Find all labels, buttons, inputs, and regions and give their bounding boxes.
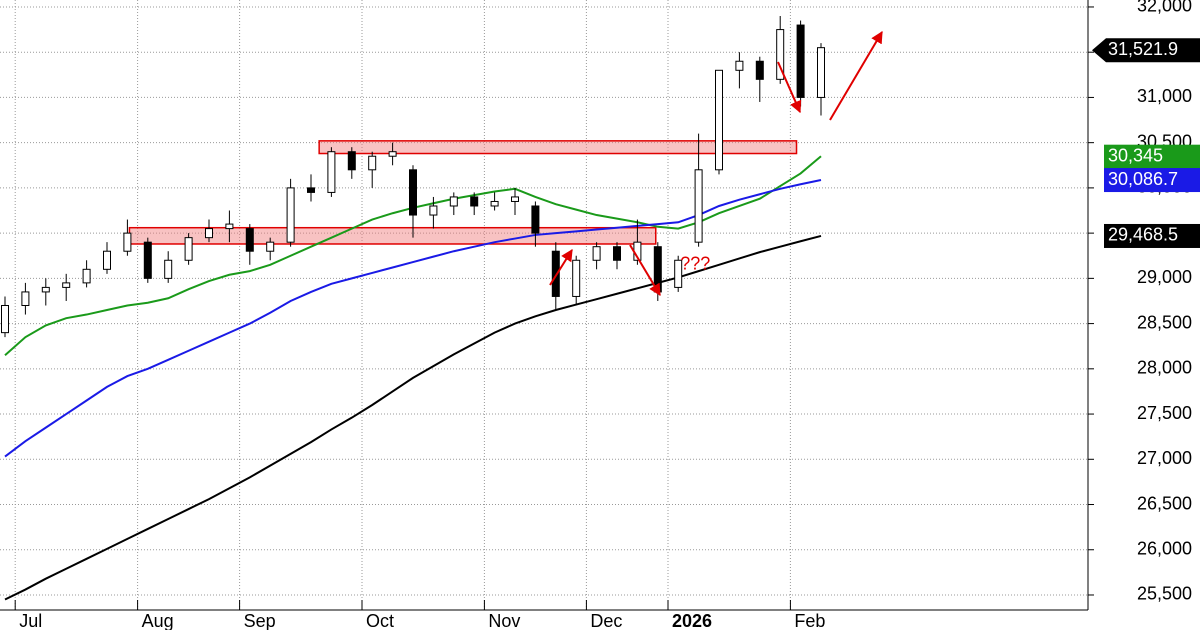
price-tag	[1104, 144, 1200, 169]
zone	[318, 140, 798, 155]
y-tick-label: 25,500	[1137, 584, 1192, 604]
price-tag	[1104, 168, 1200, 193]
candle-body	[572, 259, 581, 297]
candle-body	[449, 196, 458, 207]
candle-body	[205, 228, 213, 239]
price-tag	[1092, 38, 1200, 63]
candle-body	[653, 246, 662, 293]
annotation: ???	[680, 254, 710, 274]
candle-body	[796, 24, 805, 98]
candle-body	[184, 237, 193, 261]
candle-body	[143, 241, 152, 279]
candle-body	[817, 47, 825, 98]
arrow	[629, 244, 661, 297]
candle-body	[225, 223, 234, 230]
y-tick-label: 28,500	[1137, 312, 1192, 332]
candle-body	[694, 169, 703, 243]
candle-body	[511, 196, 519, 202]
candle-body	[674, 259, 683, 288]
candle-body	[429, 205, 438, 216]
x-tick-label: Sep	[244, 611, 276, 630]
candle-body	[490, 200, 499, 207]
x-tick-label: Dec	[590, 611, 622, 630]
arrow	[549, 248, 573, 286]
grid	[0, 0, 1088, 610]
x-tick-label: 2026	[672, 611, 712, 630]
candle-body	[103, 250, 111, 270]
candle-body	[368, 155, 377, 171]
price-tag-label: 31,521.9	[1108, 39, 1178, 59]
y-tick-label: 32,000	[1137, 0, 1192, 16]
price-tag-label: 30,086.7	[1108, 169, 1178, 189]
candle-body	[613, 246, 621, 261]
candle-body	[776, 29, 785, 80]
x-tick-label: Feb	[794, 611, 825, 630]
candle-body	[62, 282, 71, 288]
candle-body	[715, 69, 723, 171]
candle-body	[245, 228, 254, 252]
candle-body	[266, 241, 275, 252]
price-tag-label: 29,468.5	[1108, 225, 1178, 245]
x-tick-label: Jul	[19, 611, 42, 630]
price-tag	[1104, 223, 1200, 248]
candle-body	[41, 286, 50, 293]
candle-body	[592, 246, 601, 261]
candle-body	[286, 187, 295, 243]
candle-body	[755, 60, 764, 80]
candle-body	[123, 232, 132, 252]
ma-line	[4, 179, 822, 458]
y-tick-label: 28,000	[1137, 358, 1192, 378]
y-tick-label: 29,000	[1137, 267, 1192, 287]
price-tag-label: 30,345	[1108, 145, 1163, 165]
y-tick-label: 27,000	[1137, 448, 1192, 468]
y-tick-label: 31,000	[1137, 86, 1192, 106]
candle-body	[409, 169, 417, 216]
candle-body	[82, 268, 91, 284]
candle-body	[735, 60, 744, 71]
x-tick-label: Aug	[142, 611, 174, 630]
arrows	[549, 30, 883, 297]
x-tick-label: Nov	[488, 611, 520, 630]
candle-body	[21, 291, 30, 306]
ma-line	[4, 234, 822, 601]
y-tick-label: 26,500	[1137, 493, 1192, 513]
arrow	[829, 30, 883, 121]
candle-body	[470, 196, 479, 207]
candle-body	[164, 259, 173, 279]
candle-body	[531, 205, 540, 234]
axis: 25,500 26,000 26,500 27,000 27,500 28,000 28,5…	[14, 0, 1200, 630]
y-tick-label: 26,000	[1137, 539, 1192, 559]
x-tick-label: Oct	[366, 611, 394, 630]
candle-body	[1, 304, 9, 334]
plot: ???	[1, 16, 825, 601]
candle-body	[388, 151, 397, 157]
y-tick-label: 27,500	[1137, 403, 1192, 423]
candle-body	[347, 151, 356, 171]
candle-body	[327, 151, 336, 193]
arrow	[777, 61, 802, 114]
candle-body	[551, 250, 560, 297]
candle-body	[307, 187, 315, 193]
